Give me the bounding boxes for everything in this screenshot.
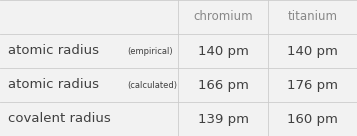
Text: 176 pm: 176 pm: [287, 78, 338, 92]
Text: (empirical): (empirical): [127, 47, 173, 56]
Text: 140 pm: 140 pm: [287, 44, 338, 58]
Text: 139 pm: 139 pm: [197, 112, 248, 126]
Text: covalent radius: covalent radius: [8, 112, 111, 126]
Text: 166 pm: 166 pm: [197, 78, 248, 92]
Text: (calculated): (calculated): [127, 81, 177, 90]
Text: titanium: titanium: [287, 10, 337, 24]
Text: 160 pm: 160 pm: [287, 112, 338, 126]
Text: 140 pm: 140 pm: [197, 44, 248, 58]
Text: atomic radius: atomic radius: [8, 78, 99, 92]
Text: atomic radius: atomic radius: [8, 44, 99, 58]
Text: chromium: chromium: [193, 10, 253, 24]
